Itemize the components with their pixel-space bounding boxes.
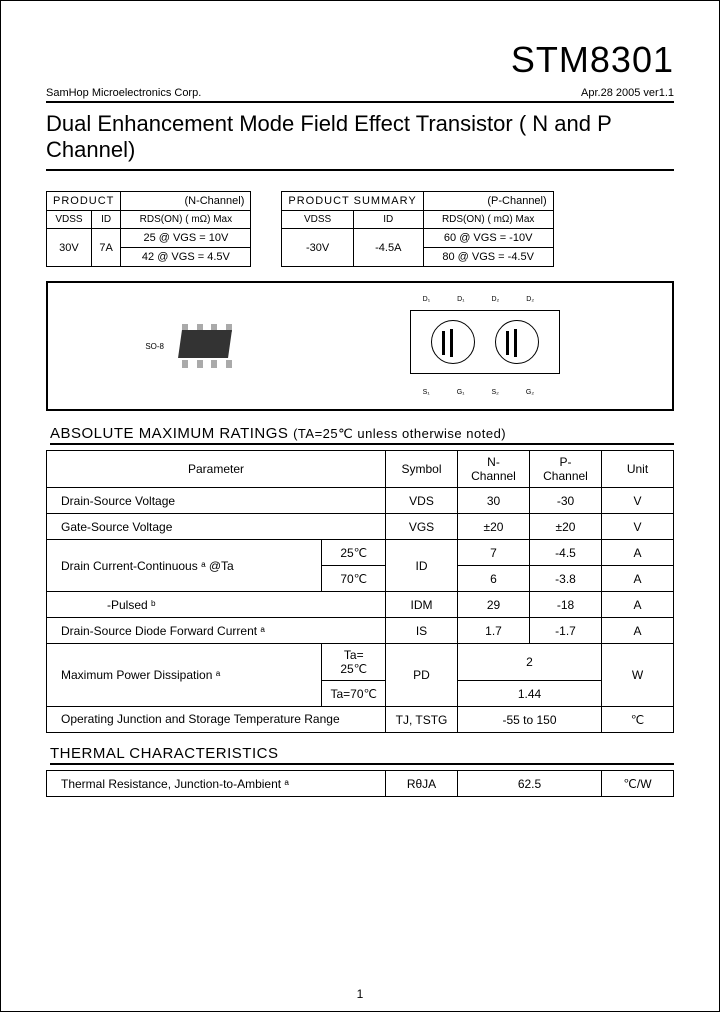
n-col-id: ID bbox=[91, 211, 121, 229]
pin-bot-1: G₁ bbox=[457, 389, 465, 396]
n-id: 7A bbox=[91, 229, 121, 267]
pulsed-sym: IDM bbox=[386, 592, 458, 618]
row1-param: Gate-Source Voltage bbox=[47, 514, 386, 540]
dc-unit25: A bbox=[602, 540, 674, 566]
p-col-rds: RDS(ON) ( mΩ) Max bbox=[423, 211, 553, 229]
dc-n70: 6 bbox=[458, 566, 530, 592]
diode-n: 1.7 bbox=[458, 618, 530, 644]
temp-val: -55 to 150 bbox=[458, 707, 602, 733]
pin-bot-3: G₂ bbox=[526, 389, 534, 396]
p-col-id: ID bbox=[353, 211, 423, 229]
ratings-condition: (TA=25℃ unless otherwise noted) bbox=[293, 426, 506, 441]
power-t70: Ta=70℃ bbox=[322, 681, 386, 707]
col-p: P-Channel bbox=[530, 451, 602, 488]
pulsed-param: -Pulsed ᵇ bbox=[47, 592, 386, 618]
package-box: SO-8 D₁ D₁ D₂ D₂ S₁ G₁ S₂ G₂ bbox=[46, 281, 674, 411]
diode-sym: IS bbox=[386, 618, 458, 644]
power-t25: Ta= 25℃ bbox=[322, 644, 386, 681]
mosfet-n-icon bbox=[431, 320, 475, 364]
so8-icon bbox=[170, 324, 240, 368]
product-n-table: PRODUCT (N-Channel) VDSS ID RDS(ON) ( mΩ… bbox=[46, 191, 251, 267]
thermal-header: THERMAL CHARACTERISTICS bbox=[50, 745, 674, 765]
p-header-right: (P-Channel) bbox=[423, 192, 553, 211]
pulsed-p: -18 bbox=[530, 592, 602, 618]
temp-sym: TJ, TSTG bbox=[386, 707, 458, 733]
row1-unit: V bbox=[602, 514, 674, 540]
date-version: Apr.28 2005 ver1.1 bbox=[581, 87, 674, 99]
ratings-table: Parameter Symbol N-Channel P-Channel Uni… bbox=[46, 450, 674, 733]
part-number: STM8301 bbox=[46, 39, 674, 81]
pulsed-n: 29 bbox=[458, 592, 530, 618]
row0-p: -30 bbox=[530, 488, 602, 514]
company-name: SamHop Microelectronics Corp. bbox=[46, 87, 201, 99]
so8-package: SO-8 bbox=[145, 324, 240, 368]
pin-top-2: D₂ bbox=[492, 296, 500, 303]
n-vdss: 30V bbox=[47, 229, 92, 267]
pin-top-3: D₂ bbox=[526, 296, 534, 303]
dc-sym: ID bbox=[386, 540, 458, 592]
page-number: 1 bbox=[357, 987, 364, 1001]
p-rds1: 60 @ VGS = -10V bbox=[423, 229, 553, 248]
drain-current-param: Drain Current-Continuous ᵃ @Ta bbox=[47, 540, 322, 592]
pin-top-0: D₁ bbox=[423, 296, 430, 303]
pulsed-unit: A bbox=[602, 592, 674, 618]
pin-bot-2: S₂ bbox=[492, 389, 499, 396]
dc-t25: 25℃ bbox=[322, 540, 386, 566]
dc-n25: 7 bbox=[458, 540, 530, 566]
power-sym: PD bbox=[386, 644, 458, 707]
power-v25: 2 bbox=[458, 644, 602, 681]
pin-bot-0: S₁ bbox=[423, 389, 430, 396]
dc-p25: -4.5 bbox=[530, 540, 602, 566]
p-rds2: 80 @ VGS = -4.5V bbox=[423, 248, 553, 267]
thermal-val: 62.5 bbox=[458, 771, 602, 797]
dc-t70: 70℃ bbox=[322, 566, 386, 592]
temp-param: Operating Junction and Storage Temperatu… bbox=[47, 707, 386, 733]
power-unit: W bbox=[602, 644, 674, 707]
ratings-title: ABSOLUTE MAXIMUM RATINGS bbox=[50, 425, 288, 442]
row0-sym: VDS bbox=[386, 488, 458, 514]
thermal-table: Thermal Resistance, Junction-to-Ambient … bbox=[46, 770, 674, 797]
product-p-table: PRODUCT SUMMARY (P-Channel) VDSS ID RDS(… bbox=[281, 191, 553, 267]
mosfet-p-icon bbox=[495, 320, 539, 364]
pin-top-1: D₁ bbox=[457, 296, 464, 303]
diode-unit: A bbox=[602, 618, 674, 644]
diode-param: Drain-Source Diode Forward Current ᵃ bbox=[47, 618, 386, 644]
product-tables: PRODUCT (N-Channel) VDSS ID RDS(ON) ( mΩ… bbox=[46, 191, 674, 267]
col-unit: Unit bbox=[602, 451, 674, 488]
page-title: Dual Enhancement Mode Field Effect Trans… bbox=[46, 111, 674, 171]
p-vdss: -30V bbox=[282, 229, 353, 267]
row0-param: Drain-Source Voltage bbox=[47, 488, 386, 514]
n-header-left: PRODUCT bbox=[47, 192, 121, 211]
thermal-unit: ℃/W bbox=[602, 771, 674, 797]
so8-label: SO-8 bbox=[145, 342, 164, 351]
n-rds1: 25 @ VGS = 10V bbox=[121, 229, 251, 248]
row1-sym: VGS bbox=[386, 514, 458, 540]
power-v70: 1.44 bbox=[458, 681, 602, 707]
col-n: N-Channel bbox=[458, 451, 530, 488]
n-col-vdss: VDSS bbox=[47, 211, 92, 229]
thermal-param: Thermal Resistance, Junction-to-Ambient … bbox=[47, 771, 386, 797]
diode-p: -1.7 bbox=[530, 618, 602, 644]
n-header-right: (N-Channel) bbox=[121, 192, 251, 211]
row1-n: ±20 bbox=[458, 514, 530, 540]
row0-n: 30 bbox=[458, 488, 530, 514]
thermal-sym: RθJA bbox=[386, 771, 458, 797]
dc-unit70: A bbox=[602, 566, 674, 592]
pinout-diagram: D₁ D₁ D₂ D₂ S₁ G₁ S₂ G₂ bbox=[395, 296, 575, 396]
n-rds2: 42 @ VGS = 4.5V bbox=[121, 248, 251, 267]
col-param: Parameter bbox=[47, 451, 386, 488]
row0-unit: V bbox=[602, 488, 674, 514]
p-header-left: PRODUCT SUMMARY bbox=[282, 192, 423, 211]
n-col-rds: RDS(ON) ( mΩ) Max bbox=[121, 211, 251, 229]
power-param: Maximum Power Dissipation ᵃ bbox=[47, 644, 322, 707]
p-id: -4.5A bbox=[353, 229, 423, 267]
dc-p70: -3.8 bbox=[530, 566, 602, 592]
temp-unit: ℃ bbox=[602, 707, 674, 733]
row1-p: ±20 bbox=[530, 514, 602, 540]
p-col-vdss: VDSS bbox=[282, 211, 353, 229]
ratings-header: ABSOLUTE MAXIMUM RATINGS (TA=25℃ unless … bbox=[50, 425, 674, 445]
col-sym: Symbol bbox=[386, 451, 458, 488]
header-row: SamHop Microelectronics Corp. Apr.28 200… bbox=[46, 87, 674, 103]
